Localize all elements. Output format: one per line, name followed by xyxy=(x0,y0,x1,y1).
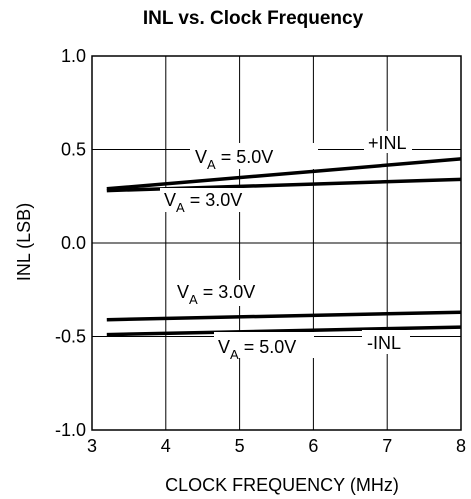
y-tick-label: 0.0 xyxy=(61,233,86,253)
y-axis-label: INL (LSB) xyxy=(14,203,34,281)
x-tick-label: 7 xyxy=(382,436,392,456)
tick-labels: 3 4 5 6 7 8 1.0 0.5 0.0 -0.5 -1.0 xyxy=(55,46,466,456)
y-tick-label: -1.0 xyxy=(55,420,86,440)
series-line xyxy=(106,310,462,322)
y-tick-label: 0.5 xyxy=(61,140,86,160)
y-tick-label: -0.5 xyxy=(55,327,86,347)
annotation-bg xyxy=(160,188,258,212)
chart-title: INL vs. Clock Frequency xyxy=(143,8,364,29)
grid xyxy=(92,56,461,430)
x-tick-label: 5 xyxy=(235,436,245,456)
annotation-va-3v-bottom: VA = 3.0V xyxy=(177,282,255,307)
annotation-neg-inl: -INL xyxy=(367,333,401,353)
annotation-bg xyxy=(190,143,318,169)
annotation-va-5v-bottom: VA = 5.0V xyxy=(218,337,296,362)
plot-frame xyxy=(91,55,462,431)
plot-border xyxy=(91,55,462,431)
x-tick-label: 3 xyxy=(87,436,97,456)
series-lines xyxy=(106,157,462,337)
annotation-bg xyxy=(364,131,412,153)
annotation-pos-inl: +INL xyxy=(368,133,407,153)
y-tick-label: 1.0 xyxy=(61,46,86,66)
series-line xyxy=(106,325,462,337)
annotation-va-3v-top: VA = 3.0V xyxy=(164,190,242,215)
x-axis-label: CLOCK FREQUENCY (MHz) xyxy=(165,475,399,495)
annotation-bg xyxy=(362,330,410,354)
annotation-bg xyxy=(214,332,314,358)
series-line xyxy=(106,157,462,191)
x-tick-label: 8 xyxy=(456,436,466,456)
annotation-va-5v-top: VA = 5.0V xyxy=(195,147,273,172)
annotation-bg xyxy=(174,280,274,306)
x-tick-label: 6 xyxy=(308,436,318,456)
x-tick-label: 4 xyxy=(161,436,171,456)
